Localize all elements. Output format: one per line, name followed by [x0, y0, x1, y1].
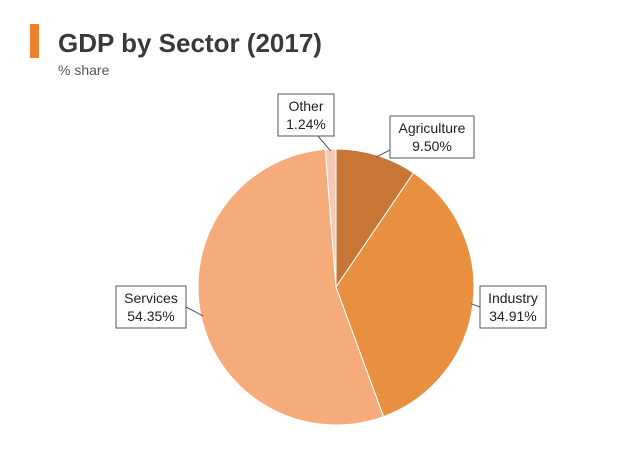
- title-accent-bar: [30, 24, 39, 58]
- leader-line-industry: [470, 303, 481, 308]
- chart-title: GDP by Sector (2017): [58, 28, 322, 58]
- pie-slice-agriculture: [335, 148, 415, 289]
- label-name-other: Other: [288, 98, 323, 114]
- label-name-industry: Industry: [488, 290, 538, 306]
- pie-slice-other: [324, 148, 337, 288]
- leader-line-other: [317, 135, 332, 152]
- label-box-agriculture: [389, 115, 475, 159]
- label-value-industry: 34.91%: [489, 308, 536, 324]
- label-box-services: [115, 285, 187, 329]
- data-label-services: Services 54.35%: [115, 285, 204, 329]
- label-box-other: [277, 93, 335, 137]
- pie-slice-services: [197, 148, 385, 426]
- chart-subtitle: % share: [58, 62, 110, 78]
- data-label-industry: Industry 34.91%: [470, 285, 547, 329]
- label-name-services: Services: [124, 290, 178, 306]
- label-box-industry: [479, 285, 547, 329]
- data-label-other: Other 1.24%: [277, 93, 335, 152]
- data-label-agriculture: Agriculture 9.50%: [375, 115, 475, 159]
- label-value-services: 54.35%: [127, 308, 174, 324]
- label-value-other: 1.24%: [286, 116, 326, 132]
- label-value-agriculture: 9.50%: [412, 138, 452, 154]
- label-name-agriculture: Agriculture: [399, 120, 466, 136]
- leader-line-services: [185, 306, 204, 317]
- leader-line-agriculture: [375, 149, 391, 158]
